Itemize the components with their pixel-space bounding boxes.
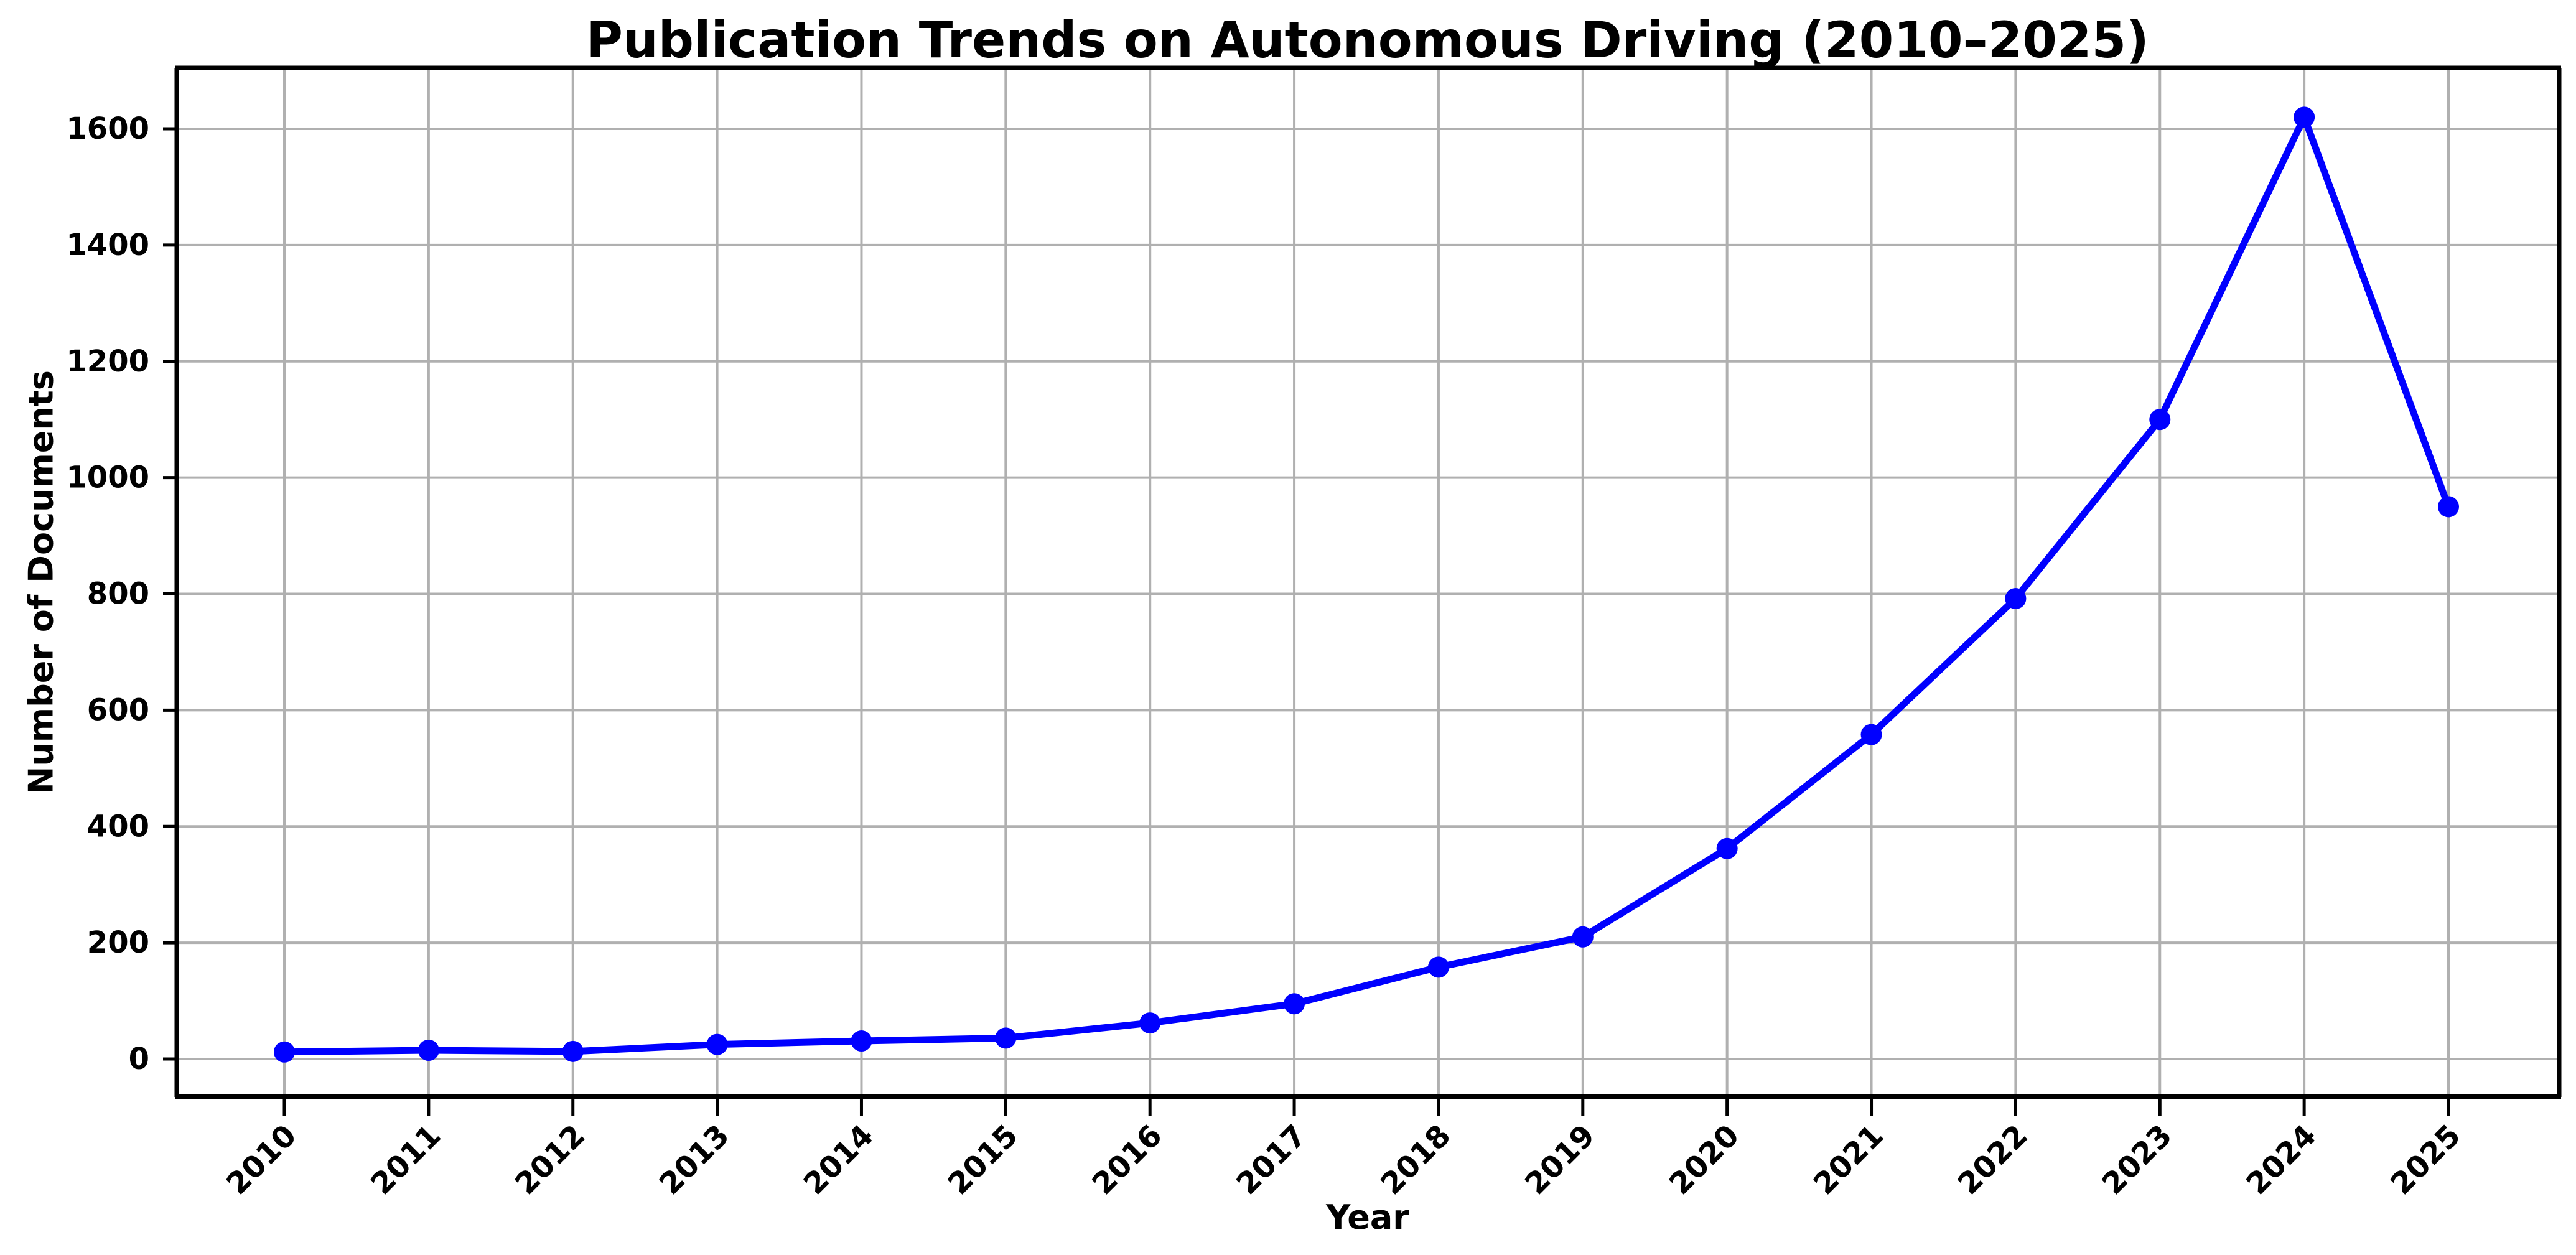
data-point-marker — [1572, 926, 1594, 948]
y-tick-label: 1400 — [66, 228, 149, 263]
x-axis-title: Year — [1326, 1198, 1409, 1237]
data-point-marker — [2438, 496, 2459, 518]
data-point-marker — [1284, 993, 1305, 1015]
x-tick-label: 2025 — [2384, 1118, 2467, 1201]
data-point-marker — [1716, 837, 1738, 859]
y-tick-label: 800 — [87, 577, 149, 612]
y-tick-label: 600 — [87, 693, 149, 727]
data-point-marker — [2294, 106, 2315, 128]
chart-title: Publication Trends on Autonomous Driving… — [586, 11, 2149, 69]
x-tick-label: 2023 — [2096, 1118, 2179, 1201]
y-tick-label: 1000 — [66, 460, 149, 495]
y-tick-label: 200 — [87, 925, 149, 960]
data-point-marker — [274, 1041, 295, 1063]
data-point-marker — [1139, 1012, 1161, 1034]
x-tick-label: 2022 — [1951, 1118, 2035, 1201]
data-point-marker — [706, 1033, 728, 1055]
x-tick-label: 2012 — [508, 1118, 592, 1201]
x-tick-label: 2016 — [1086, 1118, 1169, 1201]
x-tick-label: 2011 — [364, 1118, 447, 1201]
data-point-marker — [995, 1027, 1017, 1049]
y-tick-label: 0 — [129, 1042, 149, 1076]
data-point-marker — [1427, 956, 1449, 978]
x-tick-label: 2017 — [1230, 1118, 1313, 1201]
data-point-marker — [851, 1030, 872, 1052]
x-tick-label: 2020 — [1663, 1118, 1746, 1201]
x-tick-label: 2019 — [1518, 1118, 1602, 1201]
x-tick-label: 2024 — [2240, 1118, 2323, 1201]
x-tick-label: 2010 — [220, 1118, 303, 1201]
x-tick-label: 2014 — [797, 1118, 880, 1201]
y-tick-label: 400 — [87, 809, 149, 844]
x-tick-label: 2013 — [653, 1118, 736, 1201]
data-point-marker — [2005, 587, 2027, 609]
y-tick-label: 1600 — [66, 111, 149, 146]
x-tick-label: 2015 — [941, 1118, 1025, 1201]
data-point-marker — [562, 1040, 584, 1062]
trend-line — [281, 113, 2452, 1056]
data-point-marker — [2149, 409, 2171, 431]
data-point-marker — [1860, 724, 1882, 745]
y-axis-title: Number of Documents — [21, 370, 61, 795]
y-tick-label: 1200 — [66, 344, 149, 379]
data-point-marker — [418, 1039, 439, 1061]
x-tick-label: 2018 — [1374, 1118, 1457, 1201]
x-tick-label: 2021 — [1807, 1118, 1890, 1201]
